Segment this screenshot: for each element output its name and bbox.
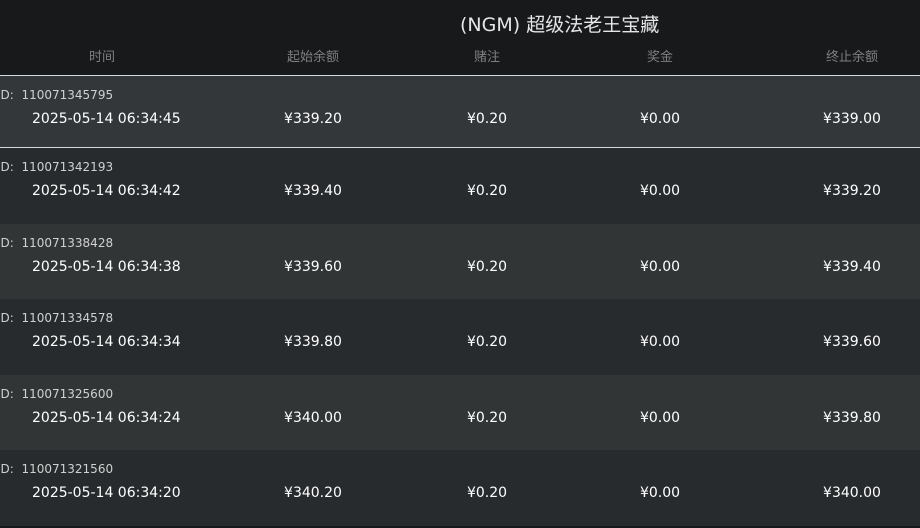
win-amount: ¥0.00: [639, 334, 681, 350]
start-balance: ¥339.40: [284, 183, 342, 199]
win-amount: ¥0.00: [639, 409, 681, 426]
round-id: ID: 110071334578: [0, 311, 114, 325]
round-time: 2025-05-14 06:34:38: [32, 258, 181, 275]
end-balance: ¥339.40: [823, 258, 881, 275]
table-row[interactable]: ID: 110071321560 2025-05-14 06:34:20 ¥34…: [0, 450, 920, 526]
table-row[interactable]: ID: 110071334578 2025-05-14 06:34:34 ¥33…: [0, 299, 920, 375]
round-id: ID: 110071325600: [0, 386, 114, 401]
start-balance: ¥340.20: [284, 485, 342, 501]
start-balance: ¥339.60: [284, 258, 342, 275]
bet-amount: ¥0.20: [466, 409, 508, 426]
column-header-start-balance: 起始余额: [286, 50, 340, 65]
round-time: 2025-05-14 06:34:34: [32, 334, 181, 350]
round-id: ID: 110071321560: [0, 462, 114, 476]
bet-amount: ¥0.20: [466, 258, 508, 275]
win-amount: ¥0.00: [639, 258, 681, 275]
bet-amount: ¥0.20: [466, 111, 508, 127]
history-table: ID: 110071345795 2025-05-14 06:34:45 ¥33…: [0, 75, 920, 526]
column-header-win: 奖金: [646, 50, 674, 65]
bet-amount: ¥0.20: [466, 485, 508, 501]
win-amount: ¥0.00: [639, 183, 681, 199]
end-balance: ¥339.80: [823, 409, 881, 426]
start-balance: ¥340.00: [284, 409, 342, 426]
round-id: ID: 110071345795: [0, 88, 114, 102]
win-amount: ¥0.00: [639, 485, 681, 501]
bet-amount: ¥0.20: [466, 334, 508, 350]
column-header-time: 时间: [88, 50, 116, 65]
end-balance: ¥339.20: [823, 183, 881, 199]
table-row[interactable]: ID: 110071345795 2025-05-14 06:34:45 ¥33…: [0, 75, 920, 148]
win-amount: ¥0.00: [639, 111, 681, 127]
round-time: 2025-05-14 06:34:24: [32, 409, 181, 426]
start-balance: ¥339.20: [284, 111, 342, 127]
column-header-bet: 赌注: [473, 50, 501, 65]
round-time: 2025-05-14 06:34:45: [32, 111, 181, 127]
round-time: 2025-05-14 06:34:20: [32, 485, 181, 501]
page-title: (NGM) 超级法老王宝藏: [460, 14, 660, 36]
round-id: ID: 110071338428: [0, 235, 114, 250]
bet-amount: ¥0.20: [466, 183, 508, 199]
table-row[interactable]: ID: 110071342193 2025-05-14 06:34:42 ¥33…: [0, 148, 920, 224]
start-balance: ¥339.80: [284, 334, 342, 350]
table-header: 时间 起始余额 赌注 奖金 终止余额: [0, 46, 920, 75]
column-header-end-balance: 终止余额: [825, 50, 879, 65]
end-balance: ¥339.00: [823, 111, 881, 127]
end-balance: ¥340.00: [823, 485, 881, 501]
table-row[interactable]: ID: 110071325600 2025-05-14 06:34:24 ¥34…: [0, 374, 920, 450]
round-time: 2025-05-14 06:34:42: [32, 183, 181, 199]
round-id: ID: 110071342193: [0, 160, 114, 174]
end-balance: ¥339.60: [823, 334, 881, 350]
table-row[interactable]: ID: 110071338428 2025-05-14 06:34:38 ¥33…: [0, 223, 920, 299]
